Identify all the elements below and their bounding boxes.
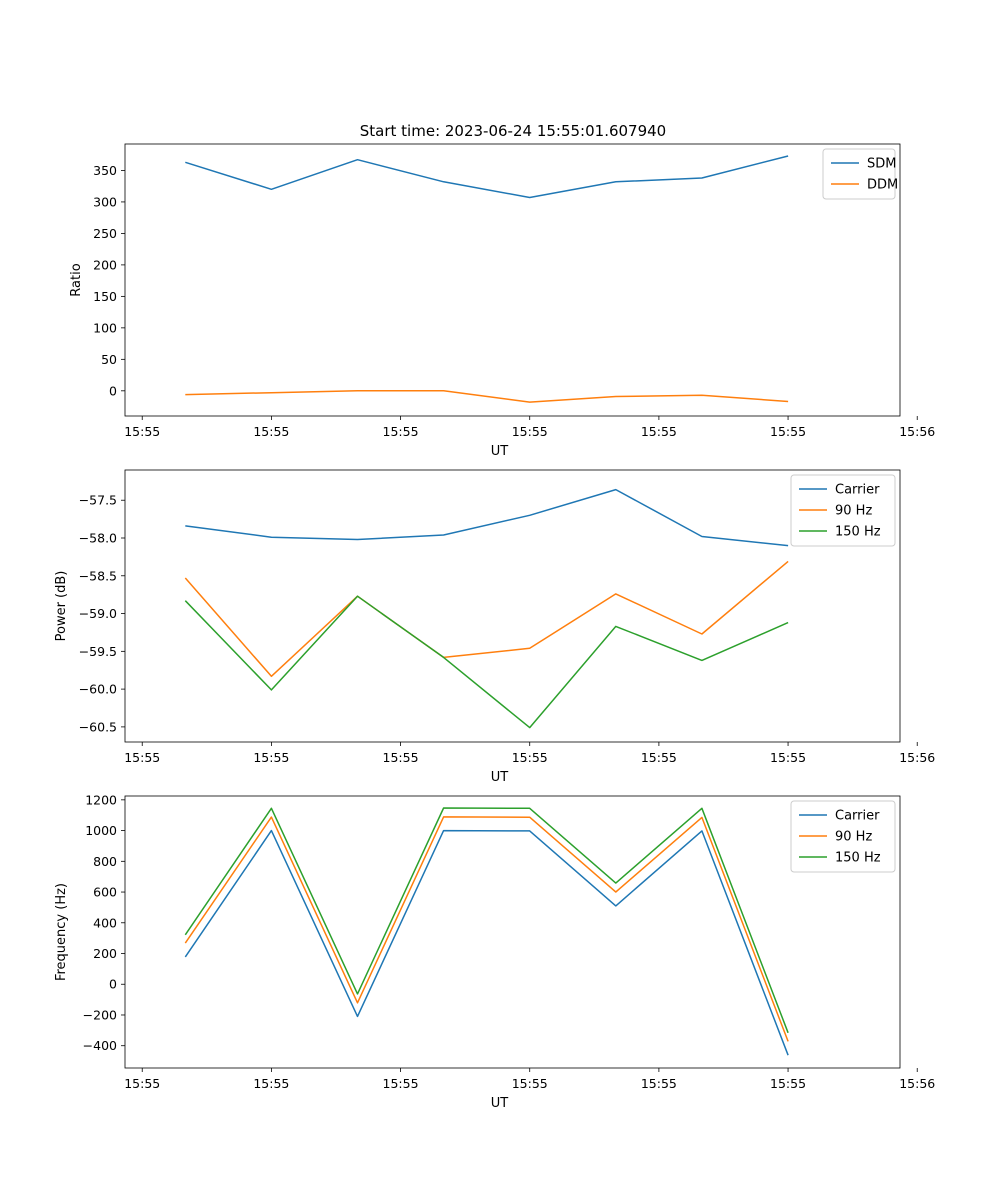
legend-label: 90 Hz bbox=[835, 830, 872, 845]
y-tick-label: 1000 bbox=[85, 823, 117, 838]
y-axis-label: Frequency (Hz) bbox=[54, 883, 69, 981]
x-tick-label: 15:56 bbox=[899, 750, 935, 765]
y-tick-label: −60.5 bbox=[79, 719, 117, 734]
x-tick-label: 15:55 bbox=[124, 750, 160, 765]
y-tick-label: 600 bbox=[93, 885, 117, 900]
legend-label: 150 Hz bbox=[835, 851, 881, 866]
x-tick-label: 15:55 bbox=[641, 750, 677, 765]
x-axis-label: UT bbox=[491, 770, 509, 785]
x-tick-label: 15:55 bbox=[383, 750, 419, 765]
y-axis-label: Power (dB) bbox=[54, 571, 69, 642]
legend-label: 150 Hz bbox=[835, 525, 881, 540]
y-axis-label: Ratio bbox=[69, 263, 84, 296]
series-line-ddm bbox=[185, 390, 789, 403]
y-tick-label: 300 bbox=[93, 194, 117, 209]
x-tick-label: 15:55 bbox=[512, 424, 548, 439]
legend-label: DDM bbox=[867, 178, 898, 193]
x-tick-label: 15:55 bbox=[512, 750, 548, 765]
series-line-sdm bbox=[185, 155, 789, 199]
y-tick-label: −60.0 bbox=[79, 682, 117, 697]
legend-box bbox=[822, 148, 896, 200]
chart-panel-1: 15:55 15:55 15:55 15:55 15:55 15:55 15:56 0 50 10… bbox=[69, 143, 935, 459]
x-tick-label: 15:55 bbox=[124, 1076, 160, 1091]
series-line-150-hz bbox=[184, 595, 789, 729]
y-tick-label: 350 bbox=[93, 163, 117, 178]
y-tick-label: −58.0 bbox=[79, 531, 117, 546]
x-tick-label: 15:55 bbox=[124, 424, 160, 439]
plots-area: 15:55 15:55 15:55 15:55 15:55 15:55 15:56 0 50 10… bbox=[54, 143, 935, 1111]
x-axis-label: UT bbox=[491, 1096, 509, 1111]
y-tick-label: 150 bbox=[93, 289, 117, 304]
x-tick-label: 15:56 bbox=[899, 1076, 935, 1091]
series-line-carrier bbox=[184, 829, 789, 1056]
x-tick-label: 15:55 bbox=[253, 1076, 289, 1091]
y-tick-label: 50 bbox=[101, 352, 117, 367]
y-tick-label: −57.5 bbox=[79, 493, 117, 508]
x-tick-label: 15:56 bbox=[899, 424, 935, 439]
x-tick-label: 15:55 bbox=[641, 1076, 677, 1091]
series-line-carrier bbox=[185, 488, 789, 547]
x-tick-label: 15:55 bbox=[383, 1076, 419, 1091]
x-axis-label: UT bbox=[491, 444, 509, 459]
axes-frame bbox=[124, 143, 901, 417]
axes-frame bbox=[124, 469, 901, 743]
x-tick-label: 15:55 bbox=[383, 424, 419, 439]
x-tick-label: 15:55 bbox=[770, 750, 806, 765]
figure-title: Start time: 2023-06-24 15:55:01.607940 bbox=[360, 122, 666, 140]
x-tick-label: 15:55 bbox=[253, 424, 289, 439]
chart-panel-2: 15:55 15:55 15:55 15:55 15:55 15:55 15:56 −60.5… bbox=[54, 469, 935, 785]
y-tick-label: 250 bbox=[93, 226, 117, 241]
x-tick-label: 15:55 bbox=[641, 424, 677, 439]
y-tick-label: 200 bbox=[93, 257, 117, 272]
y-tick-label: −59.5 bbox=[79, 644, 117, 659]
series-line-150-hz bbox=[184, 807, 789, 1034]
legend-label: 90 Hz bbox=[835, 504, 872, 519]
y-tick-label: 400 bbox=[93, 915, 117, 930]
y-tick-label: 100 bbox=[93, 320, 117, 335]
x-tick-label: 15:55 bbox=[770, 1076, 806, 1091]
x-tick-label: 15:55 bbox=[770, 424, 806, 439]
x-tick-label: 15:55 bbox=[253, 750, 289, 765]
axes-frame bbox=[124, 795, 901, 1069]
y-tick-label: 0 bbox=[109, 383, 117, 398]
legend-box bbox=[790, 800, 896, 873]
y-tick-label: −400 bbox=[83, 1038, 117, 1053]
chart-panel-3: 15:55 15:55 15:55 15:55 15:55 15:55 15:56 −400 −… bbox=[54, 792, 935, 1111]
y-tick-label: −58.5 bbox=[79, 568, 117, 583]
x-tick-label: 15:55 bbox=[512, 1076, 548, 1091]
series-line-90-hz bbox=[184, 560, 789, 678]
legend: Carrier 90 Hz 150 Hz bbox=[790, 474, 896, 547]
legend-label: Carrier bbox=[835, 483, 880, 498]
y-tick-label: −200 bbox=[83, 1007, 117, 1022]
y-tick-label: −59.0 bbox=[79, 606, 117, 621]
series-line-90-hz bbox=[184, 816, 789, 1042]
legend: Carrier 90 Hz 150 Hz bbox=[790, 800, 896, 873]
legend-label: SDM bbox=[867, 157, 896, 172]
y-tick-label: 800 bbox=[93, 854, 117, 869]
legend-label: Carrier bbox=[835, 809, 880, 824]
y-tick-label: 0 bbox=[109, 977, 117, 992]
legend: SDM DDM bbox=[822, 148, 898, 200]
y-tick-label: 1200 bbox=[85, 792, 117, 807]
legend-box bbox=[790, 474, 896, 547]
y-tick-label: 200 bbox=[93, 946, 117, 961]
